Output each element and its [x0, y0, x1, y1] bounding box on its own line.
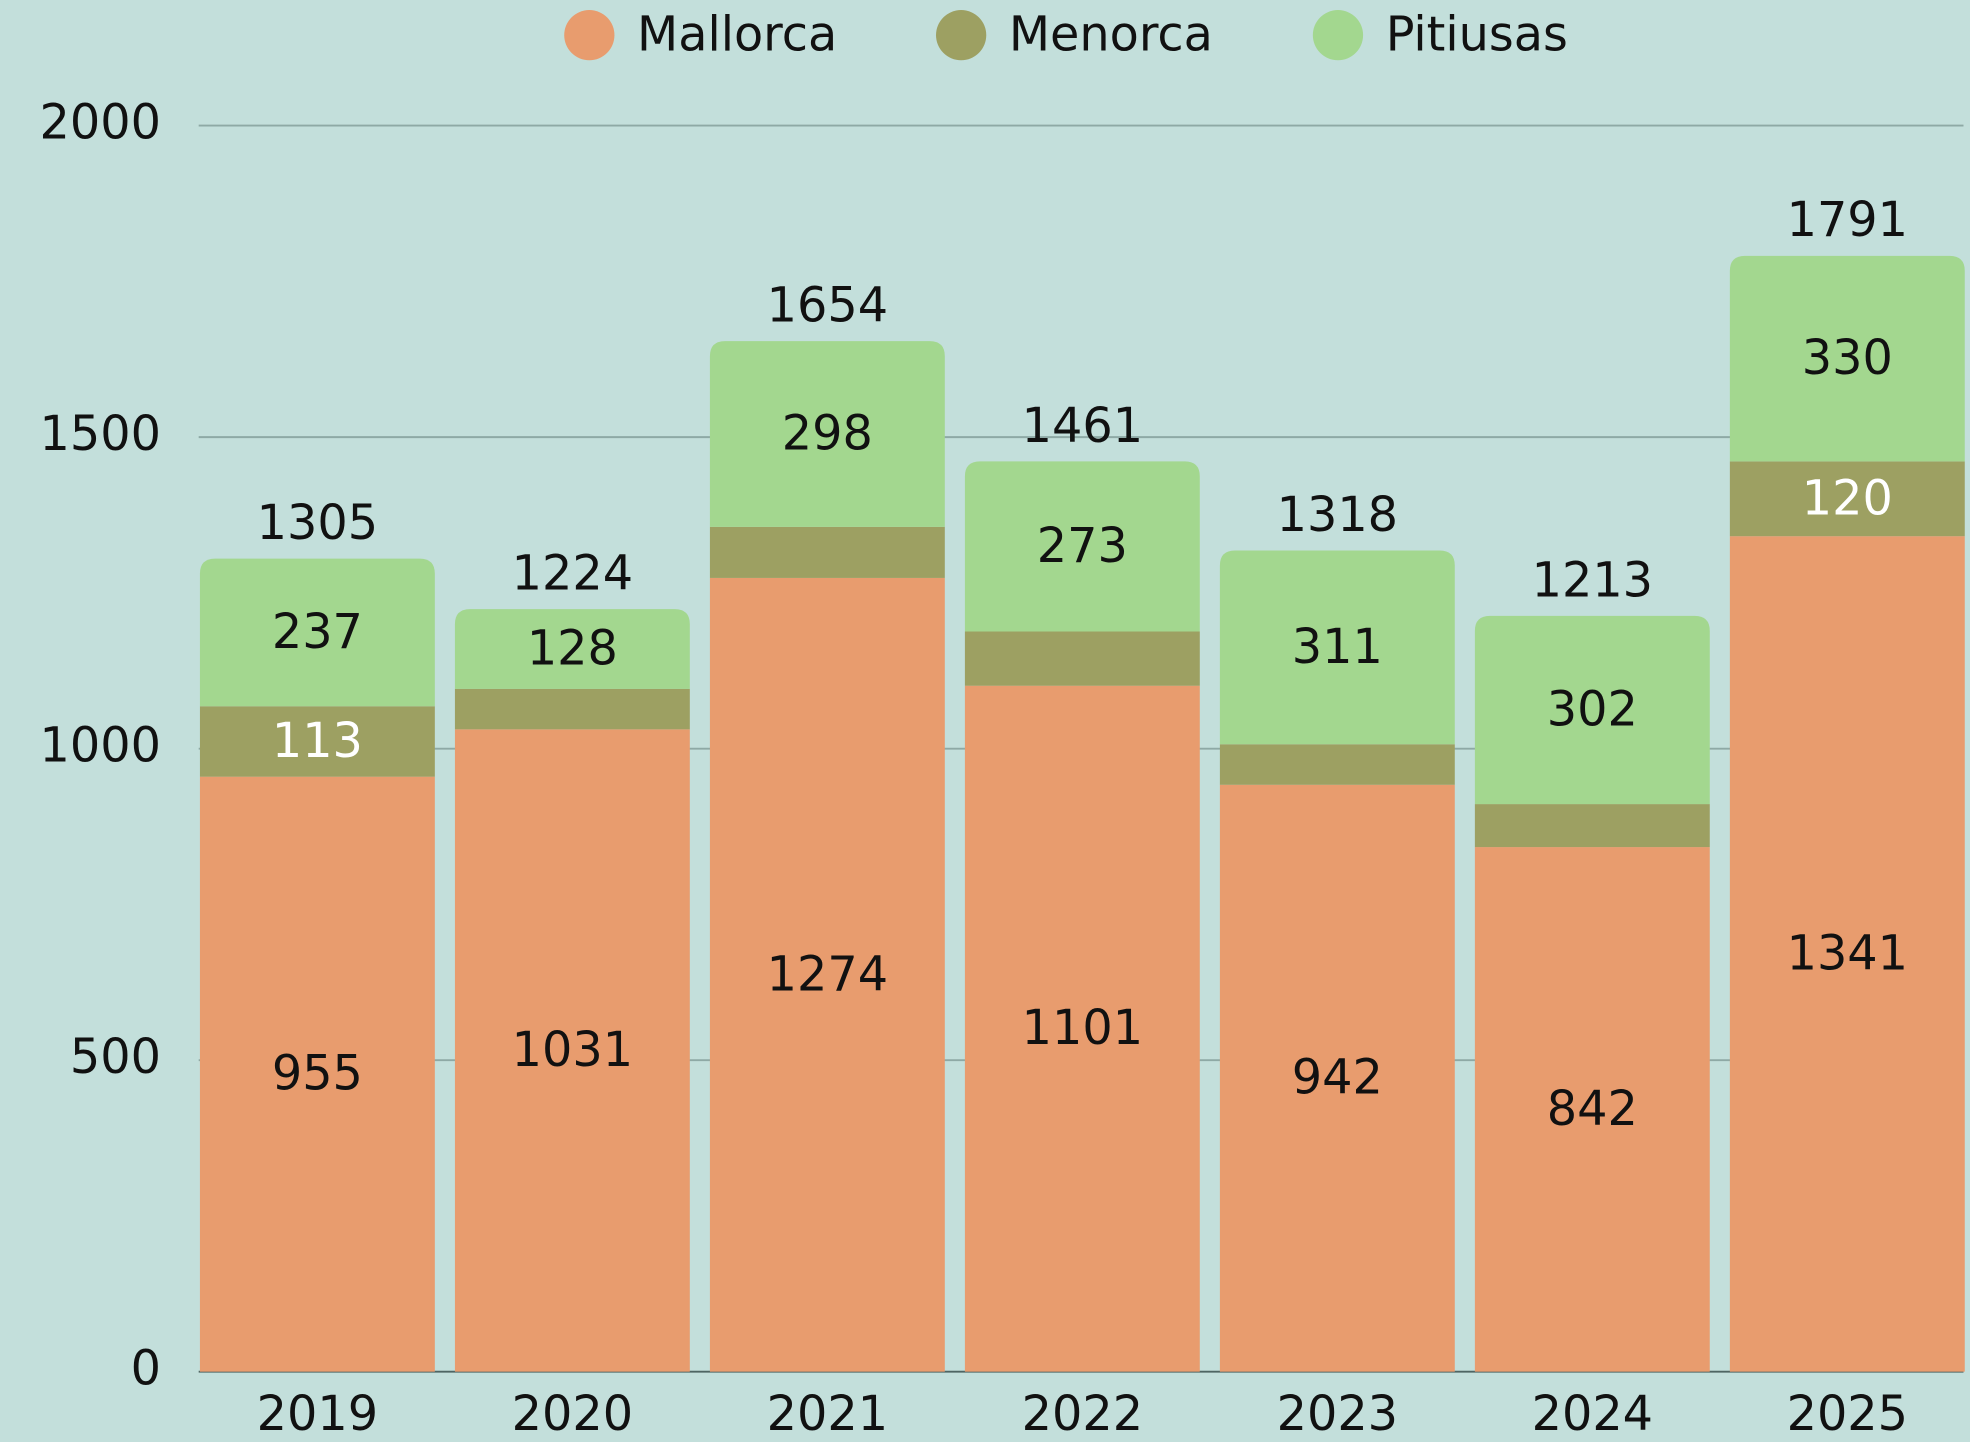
bar-segment [1729, 255, 1965, 462]
total-label: 1461 [1022, 399, 1143, 454]
bar-segment [1474, 847, 1710, 1372]
bar-segment [964, 631, 1200, 686]
data-label: 113 [272, 714, 363, 769]
x-tick-label: 2021 [767, 1387, 888, 1442]
bar-segment [709, 577, 945, 1372]
bar-segment [709, 341, 945, 527]
data-label: 273 [1037, 519, 1128, 574]
bar-segment [199, 558, 435, 707]
y-tick-label: 0 [131, 1342, 161, 1397]
total-label: 1318 [1277, 488, 1398, 543]
data-label: 942 [1292, 1051, 1383, 1106]
data-label: 330 [1802, 331, 1893, 386]
y-tick-label: 500 [70, 1030, 161, 1085]
x-tick-label: 2024 [1532, 1387, 1653, 1442]
data-label: 120 [1802, 471, 1893, 526]
x-tick-label: 2023 [1277, 1387, 1398, 1442]
data-label: 311 [1292, 620, 1383, 675]
bar-segment [454, 688, 690, 730]
data-label: 1341 [1787, 926, 1908, 981]
total-label: 1305 [257, 496, 378, 551]
legend-swatch [936, 10, 987, 61]
bar-segment [199, 776, 435, 1372]
data-label: 842 [1547, 1082, 1638, 1137]
total-label: 1213 [1532, 553, 1653, 608]
x-tick-label: 2019 [257, 1387, 378, 1442]
bar-segment [1219, 550, 1455, 745]
legend-label: Pitiusas [1386, 8, 1568, 63]
bar-segment [1219, 784, 1455, 1372]
data-label: 1101 [1022, 1001, 1143, 1056]
bar-segment [964, 461, 1200, 632]
bar-segment [454, 609, 690, 689]
total-label: 1224 [512, 546, 633, 601]
legend-label: Mallorca [637, 8, 837, 63]
y-tick-label: 1000 [40, 719, 161, 774]
total-label: 1791 [1787, 193, 1908, 248]
bar-segment [709, 526, 945, 578]
bar-segment [1474, 804, 1710, 848]
data-label: 128 [527, 621, 618, 676]
bar-segment [454, 729, 690, 1372]
legend-swatch [564, 10, 615, 61]
x-tick-label: 2025 [1787, 1387, 1908, 1442]
bar-segment [1219, 744, 1455, 785]
data-label: 1031 [512, 1023, 633, 1078]
data-label: 1274 [767, 947, 888, 1002]
bar-segment [199, 706, 435, 777]
y-tick-label: 2000 [40, 96, 161, 151]
data-label: 237 [272, 605, 363, 660]
legend-label: Menorca [1009, 8, 1213, 63]
data-label: 298 [782, 407, 873, 462]
bar-segment [1729, 461, 1965, 537]
legend-swatch [1312, 10, 1364, 61]
x-tick-label: 2022 [1022, 1387, 1143, 1442]
data-label: 955 [272, 1047, 363, 1102]
x-tick-label: 2020 [512, 1387, 633, 1442]
total-label: 1654 [767, 279, 888, 334]
y-tick-label: 1500 [40, 407, 161, 462]
bar-segment [964, 685, 1200, 1372]
bar-segment [1729, 536, 1965, 1372]
bar-segment [1474, 615, 1710, 805]
data-label: 302 [1547, 683, 1638, 738]
